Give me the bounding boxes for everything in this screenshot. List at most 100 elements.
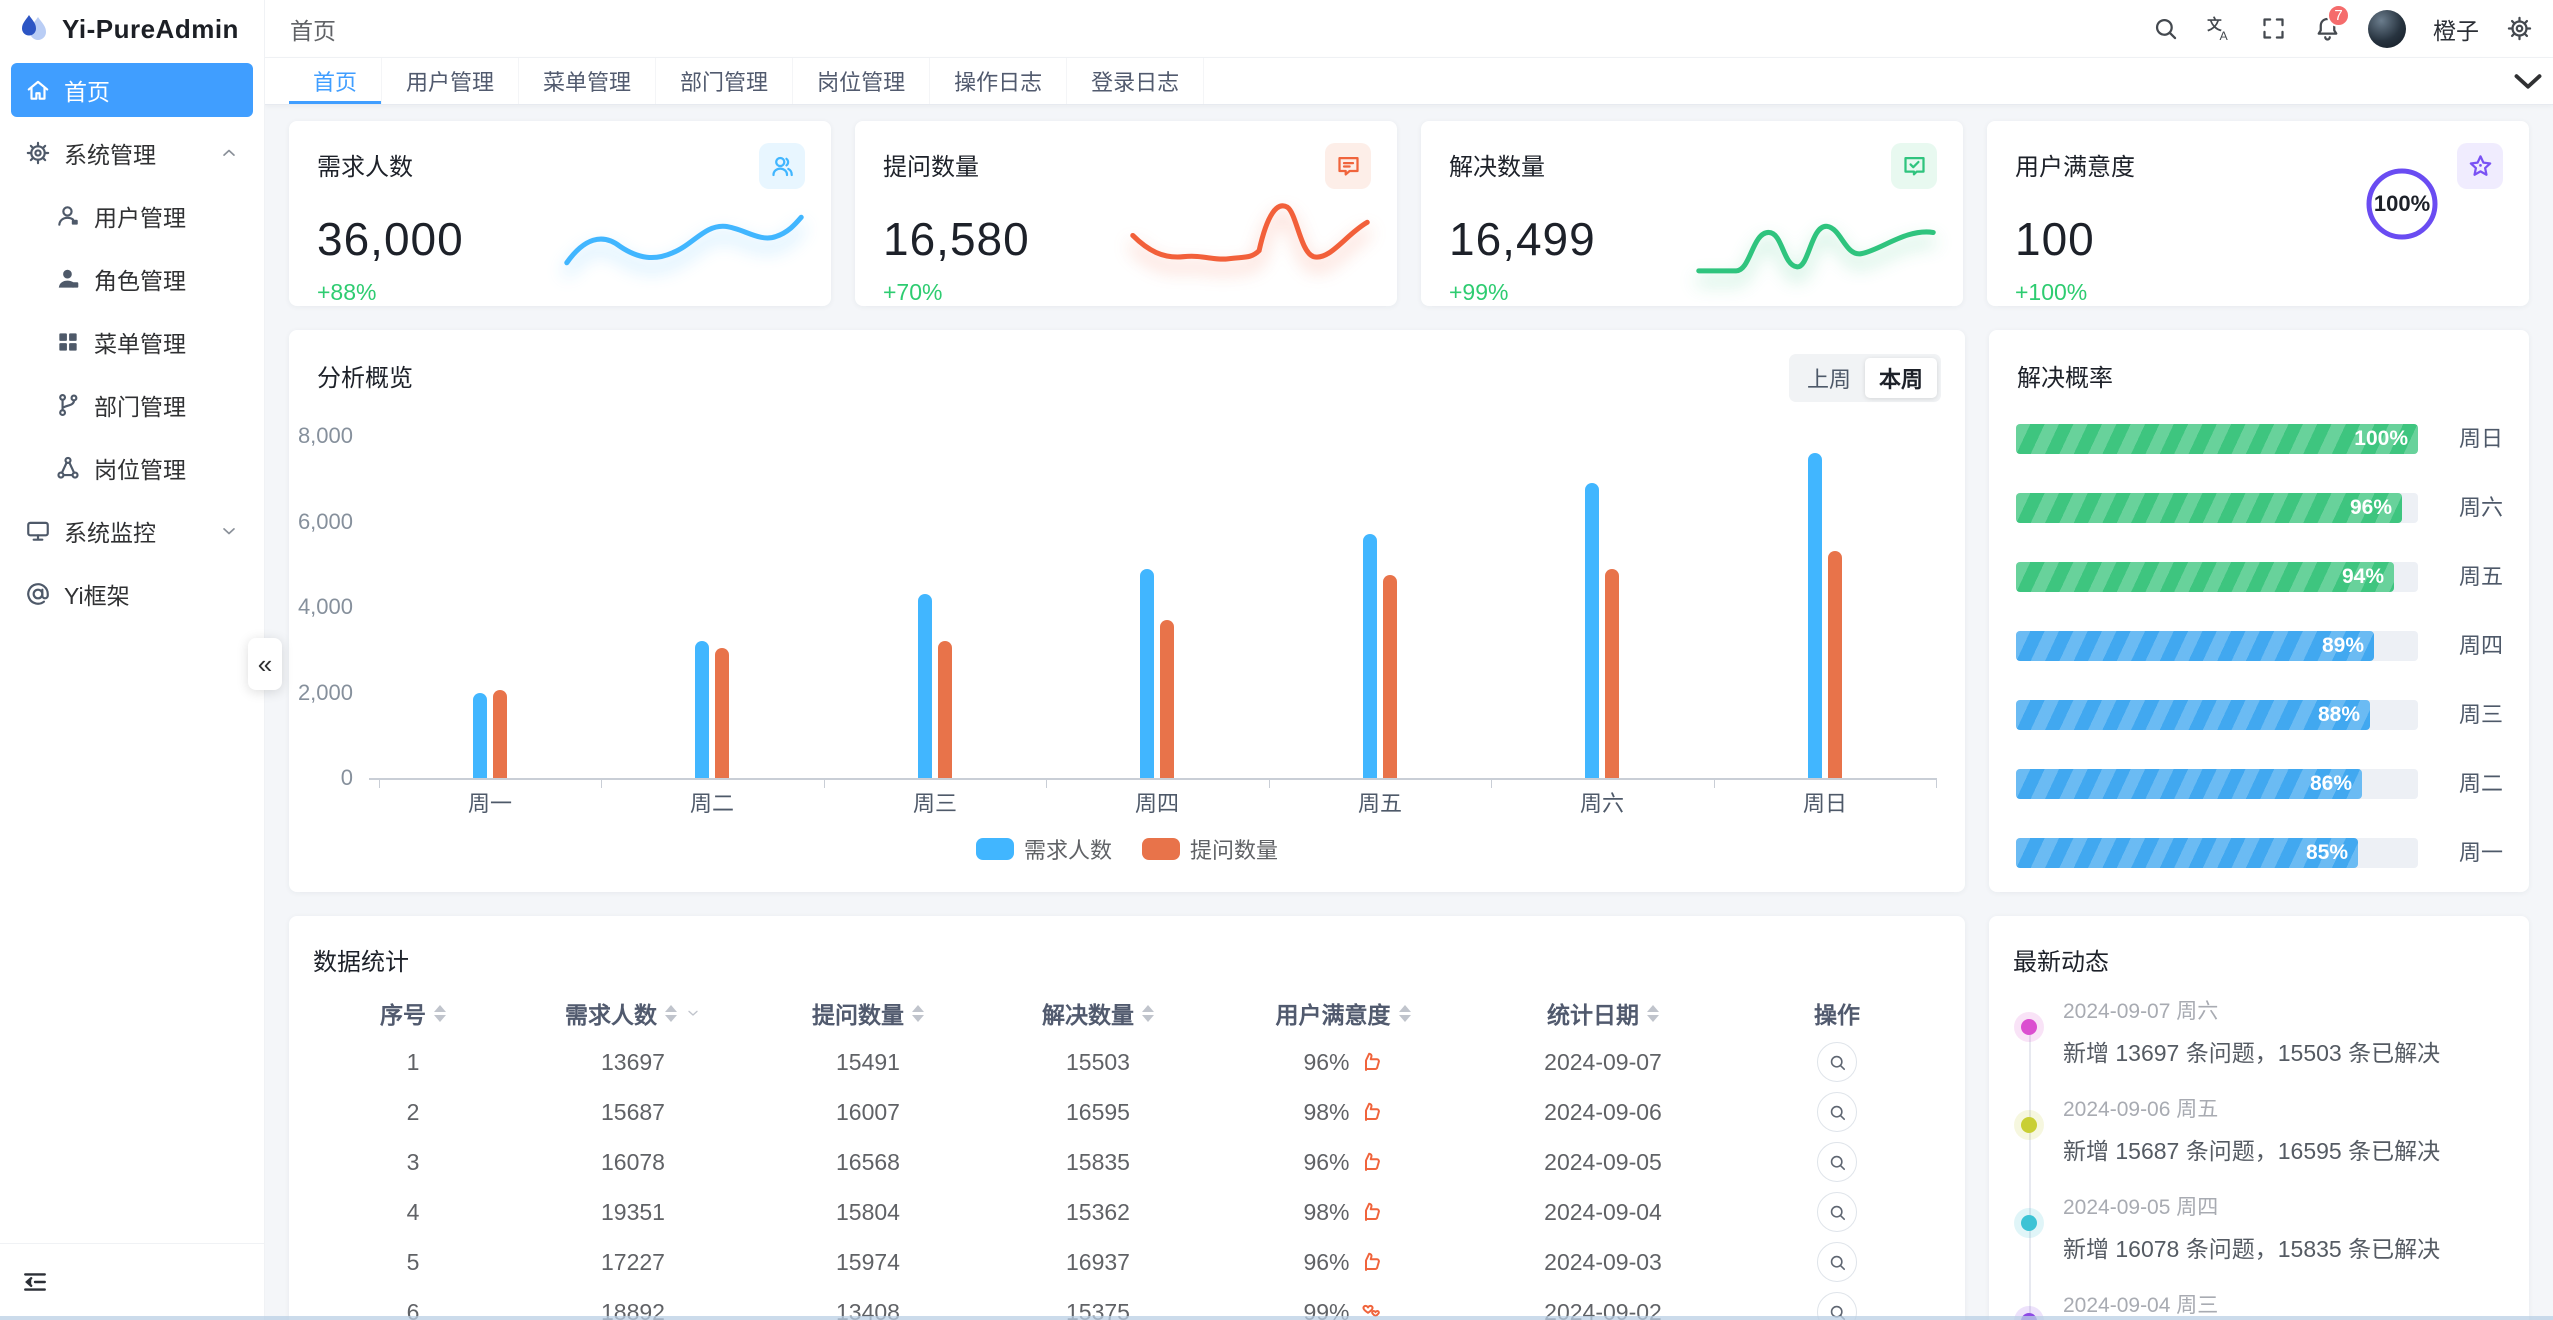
logo[interactable]: Yi-PureAdmin: [0, 0, 264, 58]
sidebar-item-label: 系统监控: [64, 520, 156, 546]
data-statistics-panel: 数据统计 序号 需求人数 提问数量 解决数量 用户满意度 统计日期 操作 1 13697 1549…: [289, 916, 1965, 1320]
y-axis-tick-label: 4,000: [297, 594, 353, 619]
y-axis-tick-label: 6,000: [297, 508, 353, 534]
bell-icon[interactable]: 7: [2314, 4, 2350, 42]
timeline-entry: 2024-09-05 周四 新增 16078 条问题，15835 条已解决: [2021, 1191, 2505, 1264]
search-icon[interactable]: [2152, 15, 2179, 42]
column-header-4[interactable]: 解决数量: [983, 989, 1213, 1037]
horizontal-scrollbar[interactable]: [0, 1316, 2553, 1320]
progress-fill: 85%: [2016, 838, 2358, 868]
monitor-icon: [25, 518, 51, 544]
column-header-label: 操作: [1814, 1002, 1860, 1028]
column-header-2[interactable]: 需求人数: [513, 989, 753, 1037]
chevron-down-icon: [219, 521, 239, 541]
sort-carets-icon: [434, 1004, 446, 1022]
dept-icon: [55, 392, 81, 418]
satisfaction-value: 98%: [1303, 1098, 1350, 1125]
stat-card-value: 100: [2015, 213, 2095, 265]
column-header-3[interactable]: 提问数量: [753, 989, 983, 1037]
toggle-last-week[interactable]: 上周: [1806, 367, 1851, 392]
tabs-overflow-chevron-down-icon[interactable]: [2503, 58, 2553, 104]
tab-post-management[interactable]: 岗位管理: [793, 58, 931, 104]
sidebar-item-post-management[interactable]: 岗位管理: [11, 441, 253, 495]
sidebar-item-label: 用户管理: [94, 205, 186, 231]
bar-demand: [1808, 453, 1822, 778]
cell-solved: 16937: [1066, 1248, 1130, 1275]
avatar[interactable]: [2368, 9, 2406, 48]
progress-day-label: 周五: [2459, 564, 2504, 589]
cell-index: 4: [406, 1198, 420, 1225]
table-row: 4 19351 15804 15362 98% 2024-09-04: [313, 1187, 1941, 1237]
tab-home[interactable]: 首页: [289, 58, 383, 104]
progress-fill: 89%: [2016, 631, 2374, 661]
sidebar-item-system-monitor[interactable]: 系统监控: [11, 504, 253, 558]
bar-questions: [1160, 619, 1174, 778]
timeline-date: 2024-09-07 周六: [2063, 1000, 2219, 1023]
progress-day-label: 周三: [2459, 702, 2504, 727]
water-drop-icon: [16, 11, 52, 47]
solve-rate-title: 解决概率: [2017, 365, 2113, 392]
analysis-title: 分析概览: [317, 365, 413, 392]
column-header-1[interactable]: 序号: [313, 989, 513, 1037]
view-row-button[interactable]: [1817, 1042, 1857, 1082]
stat-card-trend: +70%: [883, 279, 943, 305]
sidebar-item-label: Yi框架: [64, 583, 130, 609]
x-axis-line: [369, 778, 1937, 780]
sidebar-item-user-management[interactable]: 用户管理: [11, 189, 253, 243]
post-icon: [55, 455, 81, 481]
x-axis-tick: [1491, 780, 1492, 788]
progress-day-label: 周日: [2459, 426, 2504, 451]
sidebar-collapse-handle[interactable]: «: [248, 638, 282, 690]
progress-day-label: 周四: [2459, 633, 2504, 658]
progress-day-label: 周六: [2459, 495, 2504, 520]
tab-dept-management[interactable]: 部门管理: [656, 58, 794, 104]
progress-percent-label: 100%: [2354, 427, 2408, 450]
sidebar-item-label: 部门管理: [94, 394, 186, 420]
sidebar-item-yi-framework[interactable]: Yi框架: [11, 567, 253, 621]
progress-fill: 96%: [2016, 493, 2402, 523]
search-icon: [1828, 1053, 1847, 1072]
sparkline-chart: [561, 190, 805, 286]
cell-index: 5: [406, 1248, 420, 1275]
stat-card-icon-badge: [1325, 143, 1371, 189]
chart-legend: 需求人数 提问数量: [289, 833, 1965, 865]
cell-questions: 16007: [836, 1098, 900, 1125]
column-header-label: 统计日期: [1547, 1002, 1639, 1028]
sidebar-item-home[interactable]: 首页: [11, 63, 253, 117]
settings-gear-icon[interactable]: [2506, 15, 2533, 42]
cell-actions: [1733, 1187, 1941, 1237]
column-header-5[interactable]: 用户满意度: [1213, 989, 1473, 1037]
tab-operation-log[interactable]: 操作日志: [930, 58, 1068, 104]
bar-questions: [1383, 574, 1397, 778]
sidebar-item-role-management[interactable]: 角色管理: [11, 252, 253, 306]
collapse-sidebar-icon[interactable]: [22, 1269, 48, 1295]
table-title: 数据统计: [313, 949, 409, 976]
view-row-button[interactable]: [1817, 1092, 1857, 1132]
legend-item[interactable]: 提问数量: [1142, 833, 1278, 865]
timeline-line: [2029, 1021, 2031, 1320]
user-icon: [55, 203, 81, 229]
cell-demand: 16078: [601, 1148, 665, 1175]
tab-menu-management[interactable]: 菜单管理: [519, 58, 657, 104]
cell-index: 6: [406, 1298, 420, 1320]
view-row-button[interactable]: [1817, 1192, 1857, 1232]
sidebar-item-menu-management[interactable]: 菜单管理: [11, 315, 253, 369]
view-row-button[interactable]: [1817, 1142, 1857, 1182]
tab-login-log[interactable]: 登录日志: [1067, 58, 1205, 104]
view-row-button[interactable]: [1817, 1242, 1857, 1282]
toggle-this-week[interactable]: 本周: [1864, 358, 1937, 398]
fullscreen-icon[interactable]: [2260, 15, 2287, 42]
stat-card-title: 用户满意度: [2015, 154, 2135, 181]
filter-chevron-down-icon[interactable]: [685, 1005, 701, 1021]
notification-badge: 7: [2327, 4, 2350, 27]
table-header-row: 序号 需求人数 提问数量 解决数量 用户满意度 统计日期 操作: [313, 989, 1941, 1037]
svg-text:文: 文: [2207, 16, 2222, 34]
legend-item[interactable]: 需求人数: [975, 833, 1112, 865]
sidebar-item-dept-management[interactable]: 部门管理: [11, 378, 253, 432]
bar-demand: [918, 594, 932, 778]
column-header-6[interactable]: 统计日期: [1473, 989, 1733, 1037]
tab-user-management[interactable]: 用户管理: [382, 58, 520, 104]
stat-card-trend: +99%: [1449, 279, 1509, 305]
sidebar-item-system-management[interactable]: 系统管理: [11, 126, 253, 180]
